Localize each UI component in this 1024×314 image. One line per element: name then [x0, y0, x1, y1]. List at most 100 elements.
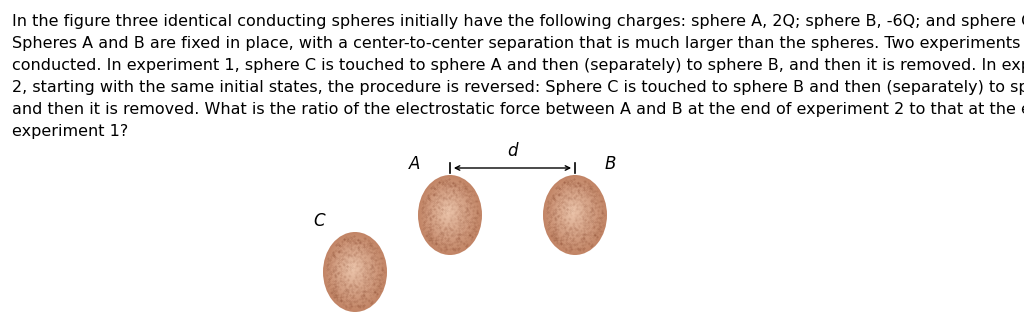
Ellipse shape: [339, 252, 368, 288]
Text: In the figure three identical conducting spheres initially have the following ch: In the figure three identical conducting…: [12, 14, 1024, 29]
Ellipse shape: [548, 181, 602, 248]
Ellipse shape: [557, 192, 591, 234]
Ellipse shape: [431, 191, 467, 235]
Ellipse shape: [332, 243, 377, 299]
Ellipse shape: [555, 190, 592, 236]
Ellipse shape: [329, 239, 380, 303]
Ellipse shape: [554, 188, 594, 239]
Ellipse shape: [345, 259, 361, 279]
Ellipse shape: [349, 263, 356, 273]
Ellipse shape: [427, 186, 472, 242]
Ellipse shape: [558, 193, 590, 233]
Text: conducted. In experiment 1, sphere C is touched to sphere A and then (separately: conducted. In experiment 1, sphere C is …: [12, 58, 1024, 73]
Ellipse shape: [328, 237, 382, 306]
Ellipse shape: [326, 236, 384, 308]
Ellipse shape: [550, 184, 598, 244]
Ellipse shape: [426, 185, 472, 243]
Ellipse shape: [429, 188, 469, 239]
Ellipse shape: [440, 203, 456, 221]
Ellipse shape: [444, 208, 451, 215]
Ellipse shape: [436, 198, 461, 228]
Text: A: A: [409, 155, 420, 173]
Ellipse shape: [553, 187, 595, 240]
Ellipse shape: [351, 266, 354, 270]
Ellipse shape: [428, 187, 470, 240]
Ellipse shape: [333, 245, 375, 297]
Ellipse shape: [344, 258, 361, 280]
Ellipse shape: [550, 183, 599, 245]
Ellipse shape: [323, 232, 387, 312]
Ellipse shape: [562, 198, 585, 226]
Ellipse shape: [443, 207, 452, 216]
Ellipse shape: [346, 261, 359, 277]
Ellipse shape: [339, 251, 369, 289]
Ellipse shape: [420, 178, 479, 252]
Ellipse shape: [351, 267, 353, 269]
Ellipse shape: [420, 177, 480, 253]
Ellipse shape: [559, 195, 588, 231]
Ellipse shape: [546, 179, 603, 251]
Ellipse shape: [349, 264, 356, 273]
Ellipse shape: [430, 190, 467, 236]
Ellipse shape: [558, 194, 589, 232]
Ellipse shape: [324, 233, 386, 311]
Text: and then it is removed. What is the ratio of the electrostatic force between A a: and then it is removed. What is the rati…: [12, 102, 1024, 117]
Ellipse shape: [336, 248, 372, 292]
Text: experiment 1?: experiment 1?: [12, 124, 128, 139]
Ellipse shape: [446, 209, 450, 213]
Ellipse shape: [551, 185, 597, 243]
Ellipse shape: [338, 250, 370, 290]
Ellipse shape: [442, 205, 454, 219]
Ellipse shape: [445, 208, 450, 214]
Ellipse shape: [435, 196, 462, 230]
Ellipse shape: [424, 182, 475, 246]
Ellipse shape: [547, 180, 603, 250]
Ellipse shape: [545, 178, 604, 252]
Ellipse shape: [439, 201, 457, 223]
Ellipse shape: [568, 207, 577, 216]
Ellipse shape: [419, 176, 481, 254]
Ellipse shape: [425, 184, 473, 244]
Ellipse shape: [571, 210, 573, 212]
Ellipse shape: [334, 246, 374, 295]
Ellipse shape: [569, 208, 575, 215]
Ellipse shape: [333, 244, 376, 298]
Ellipse shape: [326, 235, 384, 309]
Ellipse shape: [555, 189, 593, 237]
Ellipse shape: [350, 265, 355, 271]
Ellipse shape: [563, 199, 584, 225]
Ellipse shape: [568, 206, 578, 218]
Ellipse shape: [565, 202, 581, 222]
Ellipse shape: [325, 234, 385, 310]
Ellipse shape: [433, 194, 464, 232]
Ellipse shape: [570, 208, 575, 214]
Ellipse shape: [567, 205, 579, 219]
Ellipse shape: [430, 189, 468, 237]
Ellipse shape: [446, 210, 449, 212]
Ellipse shape: [560, 196, 587, 230]
Text: d: d: [507, 142, 518, 160]
Ellipse shape: [571, 209, 574, 213]
Ellipse shape: [566, 204, 580, 220]
Ellipse shape: [564, 201, 582, 223]
Ellipse shape: [421, 179, 478, 251]
Ellipse shape: [344, 257, 362, 281]
Text: 2, starting with the same initial states, the procedure is reversed: Sphere C is: 2, starting with the same initial states…: [12, 80, 1024, 95]
Ellipse shape: [438, 200, 458, 224]
Ellipse shape: [545, 177, 605, 253]
Ellipse shape: [440, 202, 456, 222]
Ellipse shape: [341, 254, 367, 286]
Text: B: B: [605, 155, 616, 173]
Ellipse shape: [422, 180, 477, 250]
Ellipse shape: [335, 246, 373, 295]
Ellipse shape: [343, 256, 364, 282]
Ellipse shape: [543, 175, 607, 255]
Ellipse shape: [348, 263, 357, 275]
Ellipse shape: [330, 240, 379, 302]
Ellipse shape: [346, 260, 360, 278]
Ellipse shape: [340, 253, 368, 287]
Ellipse shape: [331, 242, 378, 300]
Ellipse shape: [337, 249, 371, 291]
Ellipse shape: [433, 193, 465, 233]
Ellipse shape: [342, 255, 365, 284]
